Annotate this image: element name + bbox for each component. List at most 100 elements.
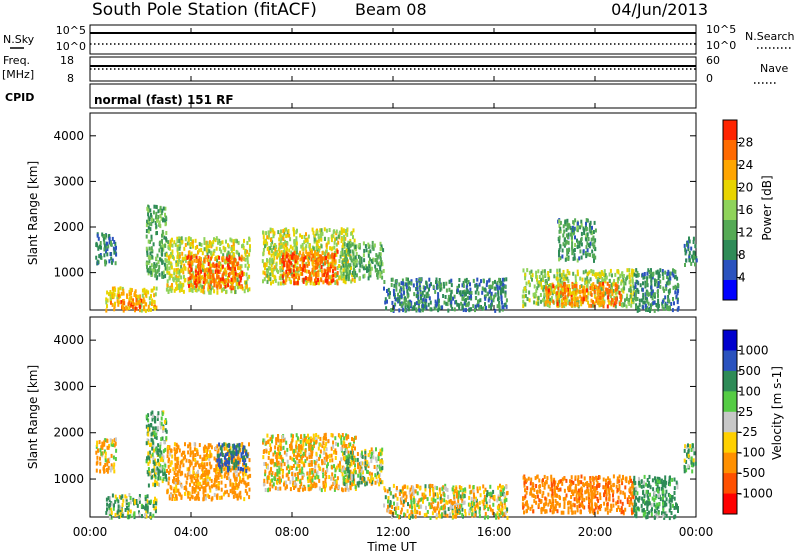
power-cell-9 (413, 292, 415, 296)
power-cell-7 (329, 269, 331, 273)
velocity-cell-3 (210, 465, 212, 469)
power-cell-4 (168, 261, 170, 265)
power-cell-7 (289, 264, 291, 268)
power-cell-1 (105, 300, 107, 304)
power-cell-13 (668, 300, 670, 304)
power-cell-12 (558, 219, 560, 223)
power-cell-11 (597, 301, 599, 305)
nave-label: Nave (760, 62, 788, 75)
velocity-cell-3 (217, 493, 219, 497)
power-cell-5 (196, 259, 198, 263)
power-cell-5 (220, 284, 222, 288)
velocity-cell-3 (236, 483, 238, 487)
velocity-cell-2 (151, 476, 153, 480)
power-cell-8 (359, 259, 361, 263)
power-cell-11 (599, 301, 601, 305)
power-cell-8 (344, 258, 346, 262)
velocity-cell-5 (309, 463, 311, 467)
power-cell-10 (527, 297, 529, 301)
power-cell-8 (367, 243, 369, 247)
power-ytick-label: 2000 (53, 220, 84, 234)
power-cell-9 (429, 284, 431, 288)
power-cell-13 (669, 305, 671, 309)
velocity-cell-3 (206, 462, 208, 466)
power-cell-6 (336, 230, 338, 234)
velocity-cell-3 (175, 467, 177, 471)
power-cell-3 (161, 234, 163, 238)
power-cell-14 (691, 255, 693, 259)
power-cell-9 (490, 296, 492, 300)
power-cell-11 (562, 292, 564, 296)
velocity-cell-2 (160, 425, 162, 429)
velocity-cell-2 (152, 483, 154, 487)
velocity-cell-4 (245, 469, 247, 473)
power-cell-9 (450, 279, 452, 283)
velocity-cell-2 (147, 427, 149, 431)
power-cell-3 (165, 216, 167, 220)
power-cell-12 (568, 233, 570, 237)
velocity-cell-5 (337, 443, 339, 447)
beam-label: Beam 08 (355, 0, 427, 19)
velocity-cell-3 (180, 461, 182, 465)
power-cell-10 (617, 280, 619, 284)
power-cell-4 (166, 259, 168, 263)
power-cell-10 (619, 274, 621, 278)
power-cell-5 (230, 256, 232, 260)
power-cell-7 (305, 276, 307, 280)
velocity-cell-5 (351, 437, 353, 441)
velocity-cell-4 (240, 467, 242, 471)
power-cell-11 (611, 290, 613, 294)
power-cell-4 (204, 247, 206, 251)
velocity-cell-3 (170, 493, 172, 497)
power-cell-12 (567, 223, 569, 227)
power-cell-6 (324, 227, 326, 231)
power-cell-9 (445, 282, 447, 286)
power-cell-11 (566, 284, 568, 288)
power-cell-10 (528, 291, 530, 295)
power-cell-6 (340, 266, 342, 270)
power-cell-11 (552, 284, 554, 288)
power-cell-6 (331, 234, 333, 238)
power-cell-1 (106, 304, 108, 308)
velocity-cell-5 (271, 439, 273, 443)
velocity-cell-1 (109, 510, 111, 514)
power-cell-5 (206, 268, 208, 272)
power-cell-7 (327, 256, 329, 260)
power-cell-10 (599, 274, 601, 278)
velocity-cell-1 (148, 500, 150, 504)
power-cell-12 (593, 259, 595, 263)
power-cell-4 (175, 243, 177, 247)
velocity-cell-4 (243, 445, 245, 449)
power-cell-13 (642, 281, 644, 285)
power-cell-4 (171, 266, 173, 270)
velocity-cell-5 (332, 445, 334, 449)
velocity-cell-3 (190, 460, 192, 464)
power-cell-9 (428, 278, 430, 282)
power-cell-7 (331, 254, 333, 258)
power-cell-4 (199, 242, 201, 246)
velocity-cell-5 (341, 487, 343, 491)
velocity-cell-5 (340, 441, 342, 445)
velocity-cell-3 (192, 453, 194, 457)
velocity-cell-3 (174, 447, 176, 451)
power-cell-10 (601, 277, 603, 281)
power-cell-7 (311, 250, 313, 254)
velocity-cell-3 (207, 482, 209, 486)
power-cell-5 (209, 285, 211, 289)
power-cell-9 (456, 303, 458, 307)
velocity-cell-3 (181, 484, 183, 488)
velocity-cell-3 (166, 469, 168, 473)
power-cell-9 (441, 305, 443, 309)
power-cell-9 (408, 307, 410, 311)
power-cell-12 (587, 253, 589, 257)
velocity-cell-5 (269, 443, 271, 447)
power-cell-7 (312, 266, 314, 270)
velocity-cell-0 (105, 458, 107, 462)
power-cell-13 (664, 303, 666, 307)
power-cell-6 (288, 229, 290, 233)
power-cell-10 (529, 283, 531, 287)
power-cell-10 (537, 284, 539, 288)
power-cell-9 (395, 284, 397, 288)
power-cell-12 (565, 242, 567, 246)
velocity-cell-2 (159, 445, 161, 449)
